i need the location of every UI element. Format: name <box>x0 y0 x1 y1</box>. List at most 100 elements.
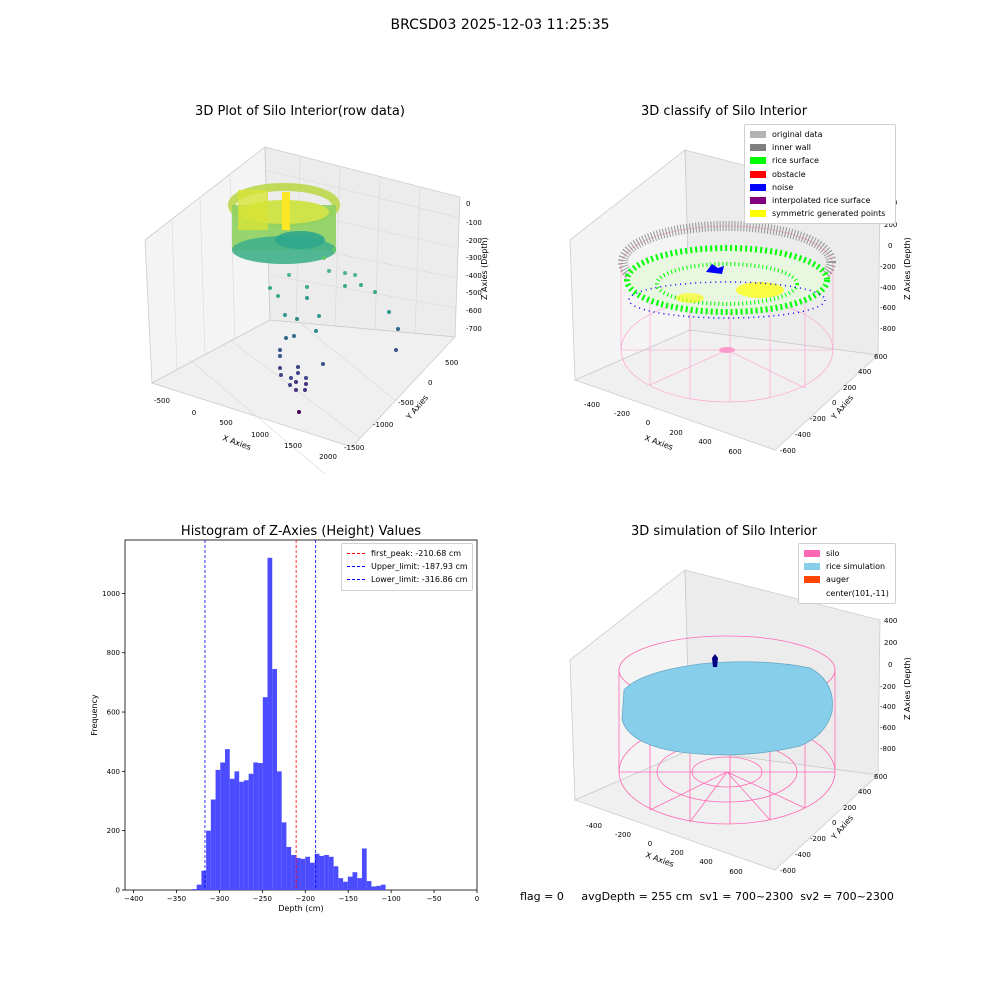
raw-scatter-point <box>387 310 391 314</box>
histogram-bar <box>191 889 197 890</box>
histogram-legend: first_peak: -210.68 cm Upper_limit: -187… <box>341 543 473 591</box>
histogram-bar <box>291 855 296 890</box>
classify-ztick: 200 <box>884 221 897 229</box>
histogram-bar <box>357 878 362 890</box>
legend-swatch <box>804 550 820 558</box>
histogram-bar <box>361 848 367 890</box>
histogram-bar <box>376 885 381 890</box>
simulation-xtick: -200 <box>615 831 631 839</box>
raw-scatter-point <box>278 348 282 352</box>
raw-ytick: 0 <box>428 379 432 387</box>
histogram-bar <box>267 557 273 890</box>
histogram-bar <box>281 822 287 890</box>
histogram-bar <box>248 773 254 890</box>
raw-xlabel: X Axies <box>221 433 252 452</box>
raw-scatter-point <box>294 380 298 384</box>
raw-ztick: -100 <box>466 219 482 227</box>
raw-scatter-point <box>294 388 298 392</box>
raw-ytick: -500 <box>398 399 414 407</box>
raw-ztick: -600 <box>466 307 482 315</box>
simulation-xtick: 200 <box>670 849 683 857</box>
classify-plot-title: 3D classify of Silo Interior <box>640 104 808 119</box>
histogram-bar <box>220 762 226 890</box>
raw-scatter-point <box>279 373 283 377</box>
legend-swatch <box>804 576 820 584</box>
classify-ztick: -400 <box>880 284 896 292</box>
histogram-bar <box>314 853 320 890</box>
classify-inner-wall <box>618 221 836 303</box>
simulation-xtick: -400 <box>586 822 602 830</box>
classify-ytick: -400 <box>795 431 811 439</box>
legend-label: noise <box>772 182 794 192</box>
legend-item: rice surface <box>750 154 890 167</box>
raw-scatter-point <box>284 336 288 340</box>
raw-ztick: -300 <box>466 254 482 262</box>
legend-item: noise <box>750 181 890 194</box>
raw-xtick: 1500 <box>284 442 302 450</box>
simulation-zlabel: Z Axies (Depth) <box>903 657 912 720</box>
raw-ztick: -500 <box>466 289 482 297</box>
raw-xtick: 2000 <box>319 453 337 461</box>
classify-ztick: -200 <box>880 263 896 271</box>
legend-label: Upper_limit: -187.93 cm <box>371 562 468 572</box>
simulation-ytick: 200 <box>843 804 856 812</box>
histogram-bar <box>347 876 353 890</box>
histogram-ytick-label: 0 <box>116 887 120 895</box>
classify-ytick: 0 <box>832 399 836 407</box>
histogram-bar <box>310 862 315 890</box>
legend-item: rice simulation <box>804 560 890 573</box>
legend-label: silo <box>826 549 840 559</box>
legend-swatch <box>750 197 766 205</box>
raw-xtick: -500 <box>154 397 170 405</box>
raw-scatter-point <box>295 317 299 321</box>
legend-item: obstacle <box>750 168 890 181</box>
histogram-bar <box>229 778 235 890</box>
raw-ztick: -200 <box>466 237 482 245</box>
legend-line <box>347 553 365 555</box>
histogram-xtick-label: −50 <box>427 895 442 903</box>
raw-scatter-point <box>287 273 291 277</box>
classify-ytick: 200 <box>843 384 856 392</box>
raw-scatter-point <box>283 313 287 317</box>
simulation-ytick: -200 <box>810 835 826 843</box>
legend-swatch <box>750 157 766 165</box>
raw-xtick: 0 <box>192 409 196 417</box>
simulation-plot-title: 3D simulation of Silo Interior <box>631 524 817 539</box>
histogram-xtick-label: −400 <box>124 895 143 903</box>
classify-xtick: -400 <box>584 401 600 409</box>
legend-swatch <box>750 170 766 178</box>
classify-ztick: -600 <box>880 304 896 312</box>
histogram-bar <box>300 858 306 890</box>
histogram-yticks: 0 200 400 600 800 1000 <box>102 590 125 895</box>
histogram-bar <box>324 855 329 890</box>
raw-ytick: 500 <box>445 359 458 367</box>
histogram-bar <box>366 881 372 890</box>
histogram-xtick-label: −100 <box>382 895 401 903</box>
legend-item: symmetric generated points <box>750 207 890 220</box>
legend-label: interpolated rice surface <box>772 196 871 206</box>
classify-legend: original data inner wall rice surface ob… <box>744 124 896 225</box>
histogram-bar <box>286 846 292 890</box>
simulation-xtick: 0 <box>648 840 652 848</box>
histogram-xlabel: Depth (cm) <box>278 904 323 913</box>
histogram-xtick-label: −150 <box>339 895 358 903</box>
histogram-ytick-label: 600 <box>107 709 120 717</box>
legend-item: auger <box>804 573 890 586</box>
histogram-xtick-label: −300 <box>210 895 229 903</box>
histogram-bar <box>258 763 263 890</box>
legend-item: inner wall <box>750 141 890 154</box>
histogram-bar <box>328 856 334 890</box>
simulation-ztick: -200 <box>880 683 896 691</box>
legend-swatch <box>804 563 820 571</box>
raw-scatter-point <box>332 248 336 252</box>
simulation-ztick: 400 <box>884 617 897 625</box>
histogram-xticks: −400 −350 −300 −250 −200 −150 −100 −50 0 <box>124 890 479 903</box>
raw-scatter-point <box>276 294 280 298</box>
histogram-bar <box>319 855 325 890</box>
legend-swatch <box>750 183 766 191</box>
legend-label: rice surface <box>772 156 819 166</box>
simulation-3d-plot: -400 -200 0 200 400 600 600 400 200 0 -2… <box>569 569 912 876</box>
raw-ylabel: Y Axies <box>404 393 430 422</box>
auger <box>712 654 718 667</box>
classify-xtick: 400 <box>698 438 711 446</box>
